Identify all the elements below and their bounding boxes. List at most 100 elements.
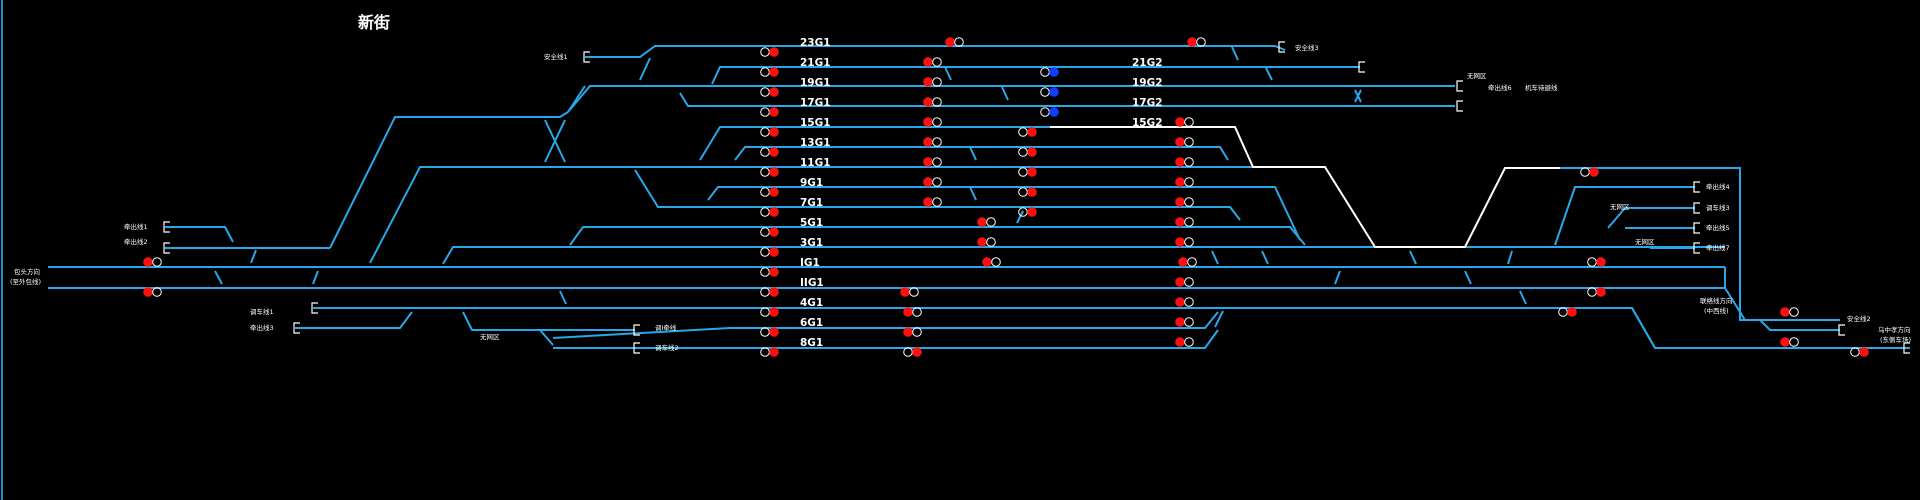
signal-light[interactable] [760,327,779,337]
xo-11 [1507,250,1513,265]
track-23G[interactable] [585,45,1286,58]
dark-aspect-icon [1184,237,1194,247]
dark-aspect-icon [954,37,964,47]
signal-light[interactable] [760,127,779,137]
signal-light[interactable] [1587,287,1606,297]
signal-light[interactable] [1175,117,1194,127]
signal-light[interactable] [1175,177,1194,187]
track-15G[interactable] [699,126,1050,161]
signal-light[interactable] [923,157,942,167]
track-7G[interactable] [634,169,1241,221]
signal-light[interactable] [1175,337,1194,347]
track-5G[interactable] [569,226,1306,246]
signal-light[interactable] [977,237,996,247]
signal-light[interactable] [1040,87,1059,97]
signal-light[interactable] [760,187,779,197]
signal-light[interactable] [760,227,779,237]
label-safety-3: 安全线3 [1295,43,1319,52]
dark-aspect-icon [760,227,770,237]
signal-light[interactable] [1018,147,1037,157]
red-aspect-icon [1567,307,1577,317]
signal-light[interactable] [1175,237,1194,247]
signal-light[interactable] [923,117,942,127]
signal-light[interactable] [1587,257,1606,267]
label-no-net-d: 无网区 [1635,238,1655,246]
label-21G2: 21G2 [1132,57,1163,69]
red-aspect-icon [1027,187,1037,197]
signal-light[interactable] [760,307,779,317]
track-13G[interactable] [734,146,1229,161]
track-17G[interactable] [679,92,1455,107]
signal-light[interactable] [760,67,779,77]
signal-light[interactable] [1780,337,1799,347]
signal-light[interactable] [903,327,922,337]
signal-light[interactable] [945,37,964,47]
signal-light[interactable] [1780,307,1799,317]
red-aspect-icon [1175,137,1185,147]
label-hump-line: 调车线1 [250,307,274,316]
signal-light[interactable] [143,257,162,267]
signal-light[interactable] [760,267,779,277]
signal-light[interactable] [1175,277,1194,287]
signal-light[interactable] [1175,157,1194,167]
signal-light[interactable] [977,217,996,227]
signal-light[interactable] [1178,257,1197,267]
red-aspect-icon [769,187,779,197]
label-23G1: 23G1 [800,37,831,49]
red-aspect-icon [1780,307,1790,317]
signal-light[interactable] [760,167,779,177]
track-9G[interactable] [707,186,1301,241]
signal-light[interactable] [1018,167,1037,177]
track-21G[interactable] [711,66,1360,85]
track-19G[interactable] [567,85,1455,113]
signal-light[interactable] [1175,297,1194,307]
label-21G1: 21G1 [800,57,831,69]
label-lianxian-dir: 联络线方向 [1700,296,1733,305]
signal-light[interactable] [760,207,779,217]
signal-light[interactable] [1850,347,1869,357]
signal-light[interactable] [760,47,779,57]
signal-light[interactable] [923,137,942,147]
stub-pull-1 [165,226,234,243]
red-aspect-icon [1859,347,1869,357]
signal-light[interactable] [1580,167,1599,177]
buffer-safety-3 [1278,41,1285,53]
signal-light[interactable] [760,247,779,257]
dark-aspect-icon [152,257,162,267]
signal-light[interactable] [1558,307,1577,317]
signal-light[interactable] [1018,187,1037,197]
signal-light[interactable] [900,287,919,297]
signal-light[interactable] [1187,37,1206,47]
signal-light[interactable] [982,257,1001,267]
signal-light[interactable] [923,57,942,67]
dark-aspect-icon [1184,277,1194,287]
signal-light[interactable] [903,347,922,357]
signal-light[interactable] [923,197,942,207]
signal-light[interactable] [1018,127,1037,137]
signal-light[interactable] [760,107,779,117]
signal-light[interactable] [1040,107,1059,117]
signal-light[interactable] [143,287,162,297]
signal-light[interactable] [760,287,779,297]
red-aspect-icon [1175,277,1185,287]
signal-light[interactable] [1175,137,1194,147]
signal-light[interactable] [903,307,922,317]
signal-light[interactable] [923,77,942,87]
label-temp-dir-sub: (东侧车场) [1880,335,1911,344]
red-aspect-icon [769,227,779,237]
signal-light[interactable] [1018,207,1037,217]
signal-light[interactable] [1175,197,1194,207]
signal-light[interactable] [923,177,942,187]
track-6G[interactable] [552,311,1219,339]
track-3G[interactable] [442,246,1725,265]
signal-light[interactable] [1040,67,1059,77]
signal-light[interactable] [760,87,779,97]
signal-light[interactable] [760,147,779,157]
right-exit-lower [1631,307,1656,349]
signal-light[interactable] [760,347,779,357]
dark-aspect-icon [760,67,770,77]
signal-light[interactable] [1175,217,1194,227]
signal-light[interactable] [1175,317,1194,327]
signal-light[interactable] [923,97,942,107]
